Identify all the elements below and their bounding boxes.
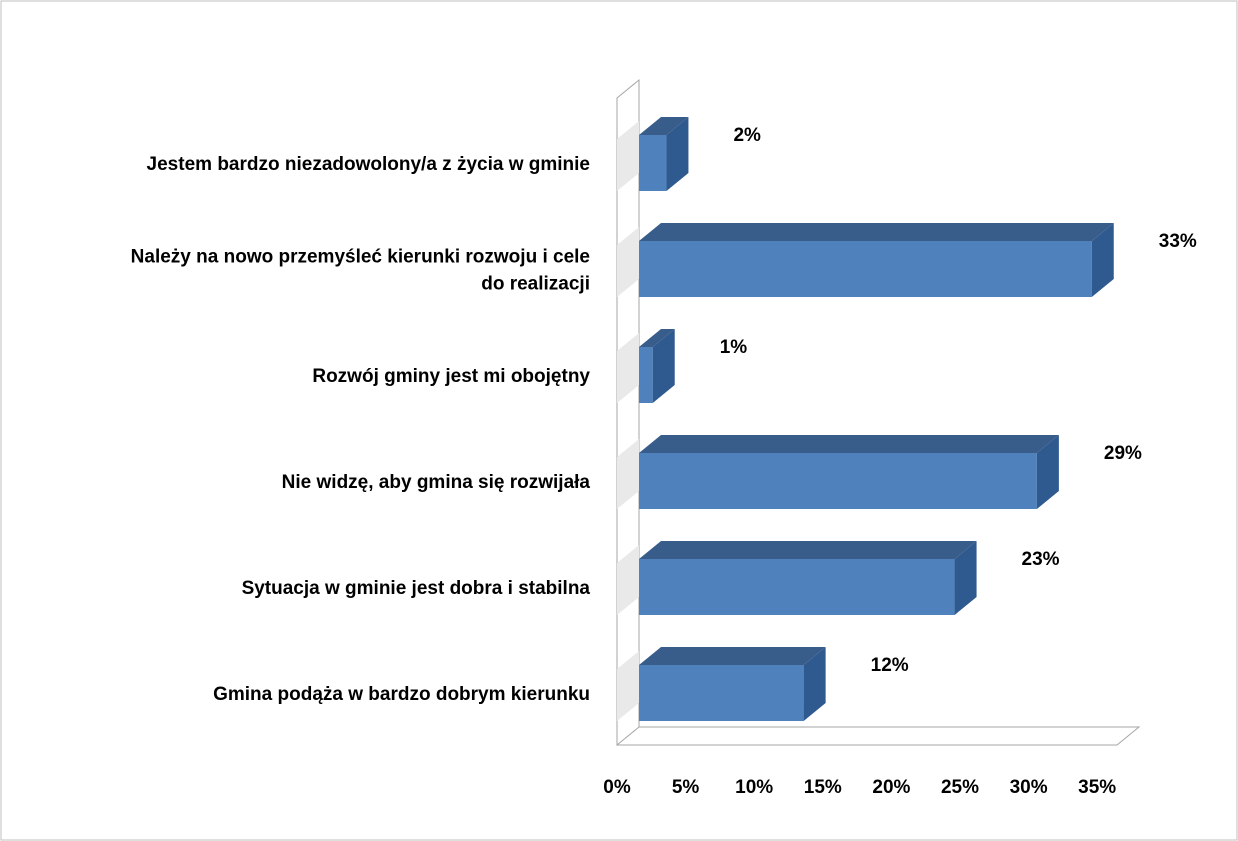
bar-front-face (639, 665, 804, 721)
bar-front-face (639, 559, 955, 615)
wall-shadow (617, 545, 639, 615)
wall-shadow (617, 121, 639, 191)
chart-wall (616, 78, 1141, 747)
bar-top-face (639, 647, 826, 665)
bar: 2% (639, 117, 761, 191)
bar-front-face (639, 241, 1092, 297)
x-tick-label: 5% (672, 777, 700, 798)
x-tick-label: 15% (804, 777, 842, 798)
bar: 12% (639, 647, 909, 721)
data-label: 23% (1022, 549, 1060, 570)
bar: 29% (639, 435, 1142, 509)
bar: 23% (639, 541, 1060, 615)
x-tick-label: 25% (941, 777, 979, 798)
data-label: 1% (720, 337, 748, 358)
category-label: Gmina podąża w bardzo dobrym kierunku (213, 684, 590, 705)
bar-top-face (639, 117, 689, 135)
bar-side-face (1091, 223, 1114, 297)
wall-shadow (617, 439, 639, 509)
category-label: Należy na nowo przemyśleć kierunki rozwo… (131, 247, 590, 295)
bar-front-face (639, 453, 1037, 509)
x-tick-label: 10% (735, 777, 773, 798)
bar-top-face (639, 435, 1059, 453)
bar-top-face (639, 329, 675, 347)
wall-shadow (617, 651, 639, 721)
x-axis-ticks: 0% 5% 10% 15% 20% 25% 30% 35% (603, 777, 1116, 798)
category-label: Jestem bardzo niezadowolony/a z życia w … (147, 154, 590, 175)
bar: 33% (639, 223, 1197, 297)
x-tick-label: 0% (603, 777, 631, 798)
bars: 2% 33% 1% 29% 23% 12% (639, 117, 1197, 721)
wall-shadow (617, 333, 639, 403)
bar-top-face (639, 223, 1114, 241)
category-label: Rozwój gminy jest mi obojętny (312, 366, 590, 387)
data-label: 29% (1104, 443, 1142, 464)
wall-shadow (617, 227, 639, 297)
bar: 1% (639, 329, 747, 403)
x-tick-label: 20% (872, 777, 910, 798)
category-label: Nie widzę, aby gmina się rozwijała (282, 472, 591, 493)
category-label: Sytuacja w gminie jest dobra i stabilna (242, 578, 591, 599)
bar-side-face (1036, 435, 1059, 509)
bar-front-face (639, 347, 653, 403)
bar-top-face (639, 541, 977, 559)
bar-side-face (652, 329, 675, 403)
data-label: 2% (733, 125, 761, 146)
x-tick-label: 30% (1010, 777, 1048, 798)
data-label: 12% (871, 655, 909, 676)
bar-side-face (954, 541, 977, 615)
floor (617, 726, 1141, 746)
bar-side-face (803, 647, 826, 721)
bar-front-face (639, 135, 667, 191)
x-tick-label: 35% (1078, 777, 1116, 798)
data-label: 33% (1159, 231, 1197, 252)
category-labels: Jestem bardzo niezadowolony/a z życia w … (131, 154, 591, 705)
bar-side-face (666, 117, 689, 191)
